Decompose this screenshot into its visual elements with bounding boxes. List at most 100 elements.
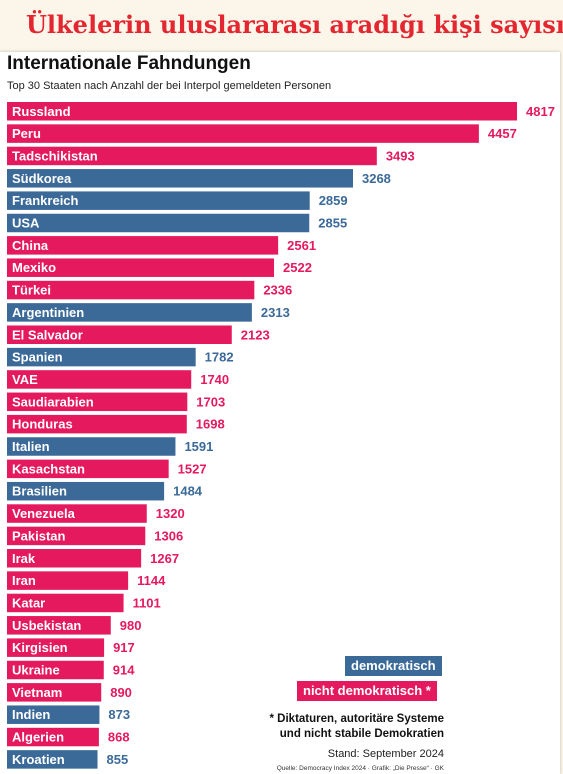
bar [7, 303, 252, 322]
value-label: 1267 [150, 551, 179, 566]
category-label: VAE [12, 372, 38, 387]
bar-row: Türkei 2336 [7, 280, 292, 300]
category-label: Algerien [12, 730, 64, 745]
category-label: Katar [12, 595, 45, 610]
stand-date: Stand: September 2024 [327, 748, 444, 760]
category-label: Türkei [12, 283, 51, 298]
value-label: 1101 [133, 595, 161, 610]
category-label: Irak [12, 551, 36, 566]
bar [7, 459, 169, 479]
bar-row: Frankreich 2859 [7, 191, 348, 210]
bar-row: USA 2855 [7, 213, 347, 233]
bar-row: Südkorea 3268 [7, 169, 391, 188]
category-label: Italien [12, 439, 50, 454]
bar [7, 660, 104, 680]
value-label: 1782 [205, 350, 234, 365]
bar [7, 414, 187, 434]
value-label: 1591 [184, 439, 213, 454]
bar [7, 258, 275, 277]
bar [7, 683, 102, 702]
value-label: 3493 [386, 148, 415, 163]
bar [7, 191, 310, 210]
category-label: Saudiarabien [12, 394, 94, 409]
bar-row: Venezuela 1320 [7, 504, 185, 523]
bar-row: Indien 873 [7, 705, 130, 724]
bar-row: Kirgisien 917 [7, 638, 135, 657]
bar-row: Italien 1591 [7, 437, 213, 456]
bar-row: Irak 1267 [7, 549, 179, 568]
bar-row: Katar 1101 [7, 593, 161, 613]
banner: Ülkelerin uluslararası aradığı kişi sayı… [0, 0, 563, 50]
bar-row: Tadschikistan 3493 [7, 146, 415, 166]
category-label: Kroatien [12, 752, 65, 767]
value-label: 2859 [319, 193, 348, 208]
bar-row: Spanien 1782 [7, 347, 234, 367]
category-label: El Salvador [12, 327, 83, 342]
bar [7, 549, 142, 568]
bar [7, 347, 196, 367]
category-label: Kasachstan [12, 461, 85, 476]
bar-row: Saudiarabien 1703 [7, 392, 225, 412]
bar [7, 392, 188, 412]
bar-row: Honduras 1698 [7, 414, 225, 434]
bar [7, 146, 377, 166]
bar-row: Argentinien 2313 [7, 303, 290, 322]
value-label: 1144 [137, 573, 166, 588]
banner-title: Ülkelerin uluslararası aradığı kişi sayı… [26, 10, 563, 39]
category-label: Peru [12, 126, 41, 141]
legend-demokratisch: demokratisch [345, 656, 442, 676]
category-label: Argentinien [12, 305, 84, 320]
bar [7, 638, 105, 657]
bar [7, 236, 279, 255]
value-label: 3268 [362, 171, 391, 186]
category-label: Südkorea [12, 171, 72, 186]
category-label: Tadschikistan [12, 148, 98, 163]
value-label: 1740 [200, 372, 229, 387]
category-label: Vietnam [12, 685, 62, 700]
category-label: Mexiko [12, 260, 56, 275]
bar [7, 593, 124, 613]
bar-row: El Salvador 2123 [7, 325, 270, 344]
category-label: Kirgisien [12, 640, 68, 655]
bar [7, 526, 146, 546]
category-label: Brasilien [12, 484, 67, 499]
value-label: 4457 [488, 126, 517, 141]
value-label: 1306 [154, 528, 183, 543]
bar [7, 750, 98, 769]
bar-row: Iran 1144 [7, 571, 166, 590]
bar [7, 102, 517, 121]
category-label: Russland [12, 104, 71, 119]
bar [7, 124, 479, 143]
bar-row: Mexiko 2522 [7, 258, 312, 277]
bar [7, 280, 255, 300]
bar [7, 705, 100, 724]
bar-row: Kroatien 855 [7, 750, 128, 769]
footnote-line-1: * Diktaturen, autoritäre Systeme [269, 713, 444, 725]
bar [7, 616, 111, 635]
legend-nicht-demokratisch: nicht demokratisch * [297, 681, 437, 701]
value-label: 1320 [156, 506, 185, 521]
bar-row: China 2561 [7, 236, 316, 255]
category-label: China [12, 238, 49, 253]
category-label: Ukraine [12, 663, 60, 678]
value-label: 2123 [241, 327, 270, 342]
value-label: 890 [110, 685, 132, 700]
bar [7, 481, 165, 501]
value-label: 2561 [287, 238, 316, 253]
chart-subtitle: Top 30 Staaten nach Anzahl der bei Inter… [7, 80, 332, 92]
bar-row: Peru 4457 [7, 124, 517, 143]
value-label: 868 [108, 730, 130, 745]
bar-row: Brasilien 1484 [7, 481, 203, 501]
category-label: Iran [12, 573, 36, 588]
value-label: 2313 [261, 305, 290, 320]
value-label: 873 [108, 707, 130, 722]
bar-row: Kasachstan 1527 [7, 459, 207, 479]
bar-row: Russland 4817 [7, 102, 555, 121]
bar-row: Pakistan 1306 [7, 526, 183, 546]
value-label: 4817 [526, 104, 555, 119]
value-label: 2522 [283, 260, 312, 275]
value-label: 917 [113, 640, 135, 655]
value-label: 1527 [178, 461, 207, 476]
bar-row: Vietnam 890 [7, 683, 132, 702]
source-line: Quelle: Democracy Index 2024 · Grafik: „… [276, 765, 444, 772]
